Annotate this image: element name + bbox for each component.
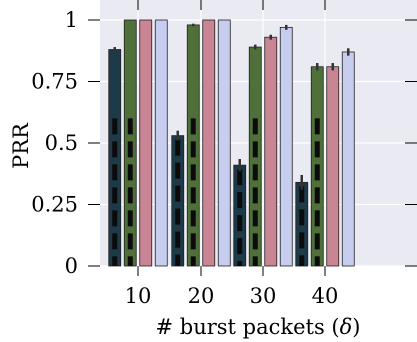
y-axis: 0 0.25 0.5 0.75 1 [31,8,417,278]
x-tick-label-10: 10 [125,284,152,308]
bar-s3-30 [264,36,278,267]
y-tick-label-0: 0 [65,254,78,278]
bar-s4-10 [154,19,168,267]
x-axis-label-suffix: ) [352,315,360,339]
y-axis-label: PRR [9,122,33,169]
y-tick-label-4: 1 [65,8,78,32]
x-tick-label-40: 40 [312,284,339,308]
x-axis: 10 20 30 40 [125,0,339,308]
bar-s4-20 [217,19,231,267]
y-tick-label-1: 0.25 [31,193,78,217]
bar-s3-40 [326,66,340,267]
x-axis-label-symbol: δ [340,315,353,339]
y-tick-label-3: 0.75 [31,70,78,94]
x-axis-label-prefix: # burst packets ( [156,315,340,339]
bar-s4-30 [279,26,293,267]
bars-group [108,19,355,267]
x-tick-label-30: 30 [250,284,277,308]
bar-s3-10 [139,19,153,267]
x-tick-label-20: 20 [188,284,215,308]
x-axis-label: # burst packets (δ) [156,315,361,339]
bar-s3-20 [202,19,216,267]
bar-s4-40 [341,51,355,267]
y-tick-label-2: 0.5 [45,131,78,155]
